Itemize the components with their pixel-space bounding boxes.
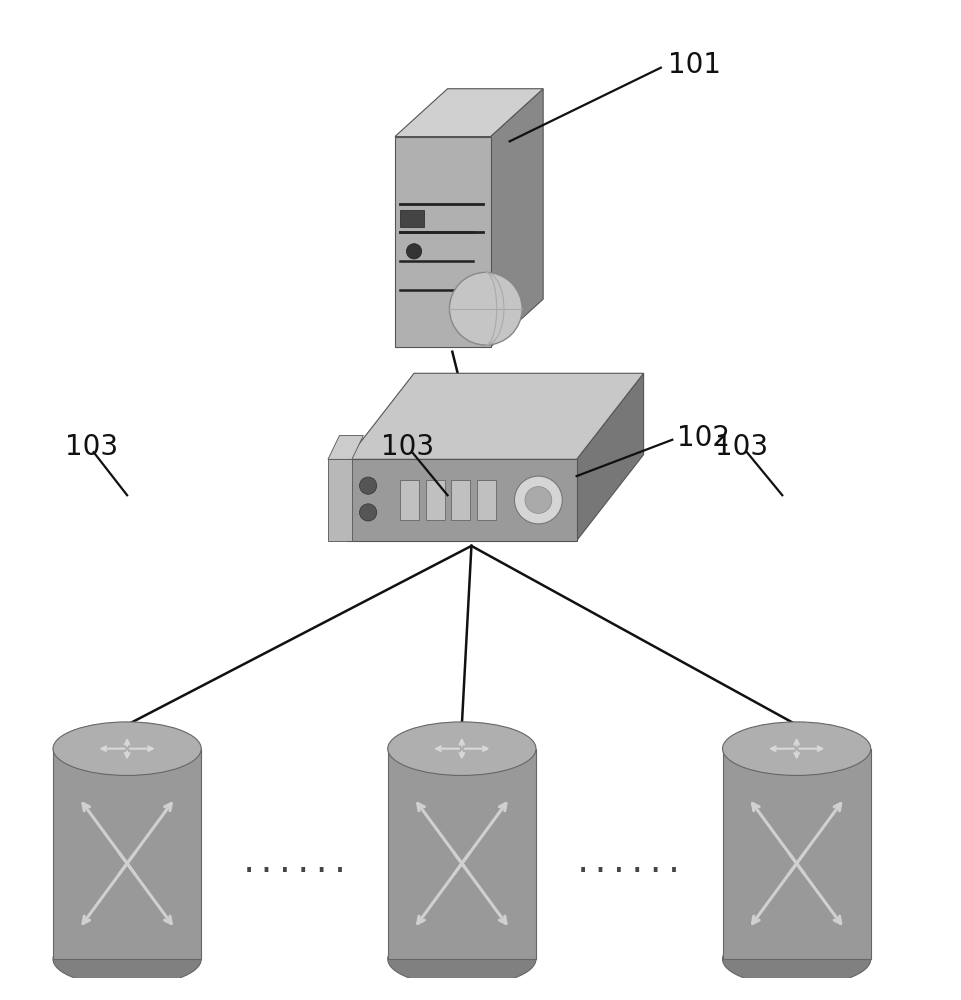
Polygon shape: [347, 459, 576, 541]
Polygon shape: [53, 749, 201, 959]
Ellipse shape: [53, 722, 201, 775]
Polygon shape: [576, 373, 643, 541]
Text: ......: ......: [239, 849, 349, 878]
Circle shape: [449, 272, 522, 345]
Polygon shape: [347, 373, 643, 459]
Ellipse shape: [387, 722, 535, 775]
Text: 101: 101: [667, 51, 720, 79]
Polygon shape: [328, 435, 363, 459]
Polygon shape: [395, 89, 543, 137]
Ellipse shape: [722, 932, 870, 986]
Polygon shape: [399, 210, 423, 227]
Polygon shape: [477, 480, 496, 520]
Polygon shape: [387, 749, 535, 959]
Polygon shape: [722, 749, 870, 959]
Text: ......: ......: [574, 849, 683, 878]
Text: 103: 103: [715, 433, 768, 461]
Polygon shape: [399, 480, 418, 520]
Text: 102: 102: [677, 424, 729, 452]
Polygon shape: [395, 137, 490, 347]
Circle shape: [514, 476, 562, 524]
Ellipse shape: [387, 932, 535, 986]
Polygon shape: [451, 480, 470, 520]
Ellipse shape: [722, 722, 870, 775]
Polygon shape: [490, 89, 543, 347]
Polygon shape: [425, 480, 444, 520]
Circle shape: [406, 244, 421, 259]
Ellipse shape: [53, 932, 201, 986]
Circle shape: [359, 477, 377, 494]
Circle shape: [525, 487, 552, 513]
Text: 103: 103: [381, 433, 433, 461]
Polygon shape: [328, 459, 352, 541]
Circle shape: [359, 504, 377, 521]
Text: 103: 103: [65, 433, 118, 461]
